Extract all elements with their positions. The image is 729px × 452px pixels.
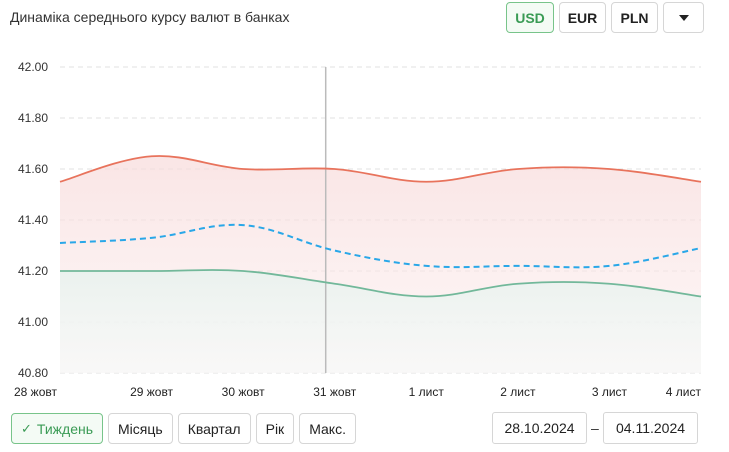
x-tick-label: 3 лист — [592, 385, 628, 399]
buy-series-area — [60, 269, 701, 373]
date-range-separator: – — [591, 420, 599, 436]
currency-usd-button[interactable]: USD — [506, 2, 554, 33]
currency-switcher: USD EUR PLN — [506, 2, 704, 33]
x-tick-label: 29 жовт — [130, 385, 173, 399]
average-series-line — [59, 223, 702, 269]
y-tick-label: 41.80 — [18, 111, 48, 125]
currency-more-button[interactable] — [663, 2, 704, 33]
buy-series-line — [59, 269, 702, 298]
x-tick-label: 4 лист — [666, 385, 702, 399]
x-axis: 28 жовт 29 жовт 30 жовт 31 жовт 1 лист 2 лист… — [14, 385, 701, 399]
x-tick-label: 1 лист — [409, 385, 445, 399]
y-tick-label: 41.20 — [18, 264, 48, 278]
currency-eur-button[interactable]: EUR — [559, 2, 606, 33]
period-year-button[interactable]: Рік — [255, 413, 295, 444]
date-to-input[interactable] — [603, 412, 698, 444]
y-tick-label: 40.80 — [18, 366, 48, 380]
x-tick-label: 31 жовт — [313, 385, 356, 399]
x-tick-label: 2 лист — [500, 385, 536, 399]
y-tick-label: 41.00 — [18, 315, 48, 329]
period-quarter-button[interactable]: Квартал — [177, 413, 251, 444]
chevron-down-icon — [678, 14, 689, 21]
series-lines — [59, 155, 702, 298]
currency-pln-button[interactable]: PLN — [611, 2, 658, 33]
period-max-button[interactable]: Макс. — [299, 413, 356, 444]
y-axis: 42.00 41.80 41.60 41.40 41.20 41.00 40.80 — [18, 60, 48, 380]
series-areas — [60, 155, 701, 373]
chart-title: Динаміка середнього курсу валют в банках — [10, 9, 290, 25]
rate-chart: 42.00 41.80 41.60 41.40 41.20 41.00 40.80 28 ж… — [14, 60, 702, 399]
y-tick-label: 41.60 — [18, 162, 48, 176]
date-from-input[interactable] — [492, 412, 587, 444]
x-tick-label: 28 жовт — [14, 385, 57, 399]
x-tick-label: 30 жовт — [222, 385, 265, 399]
period-week-label: Тиждень — [36, 420, 94, 437]
sell-series-line — [59, 155, 702, 183]
period-week-button[interactable]: ✓ Тиждень — [11, 413, 104, 444]
y-tick-label: 42.00 — [18, 60, 48, 74]
period-switcher: ✓ Тиждень Місяць Квартал Рік Макс. — [11, 413, 356, 444]
period-month-button[interactable]: Місяць — [108, 413, 173, 444]
checkmark-icon: ✓ — [21, 421, 32, 436]
y-tick-label: 41.40 — [18, 213, 48, 227]
